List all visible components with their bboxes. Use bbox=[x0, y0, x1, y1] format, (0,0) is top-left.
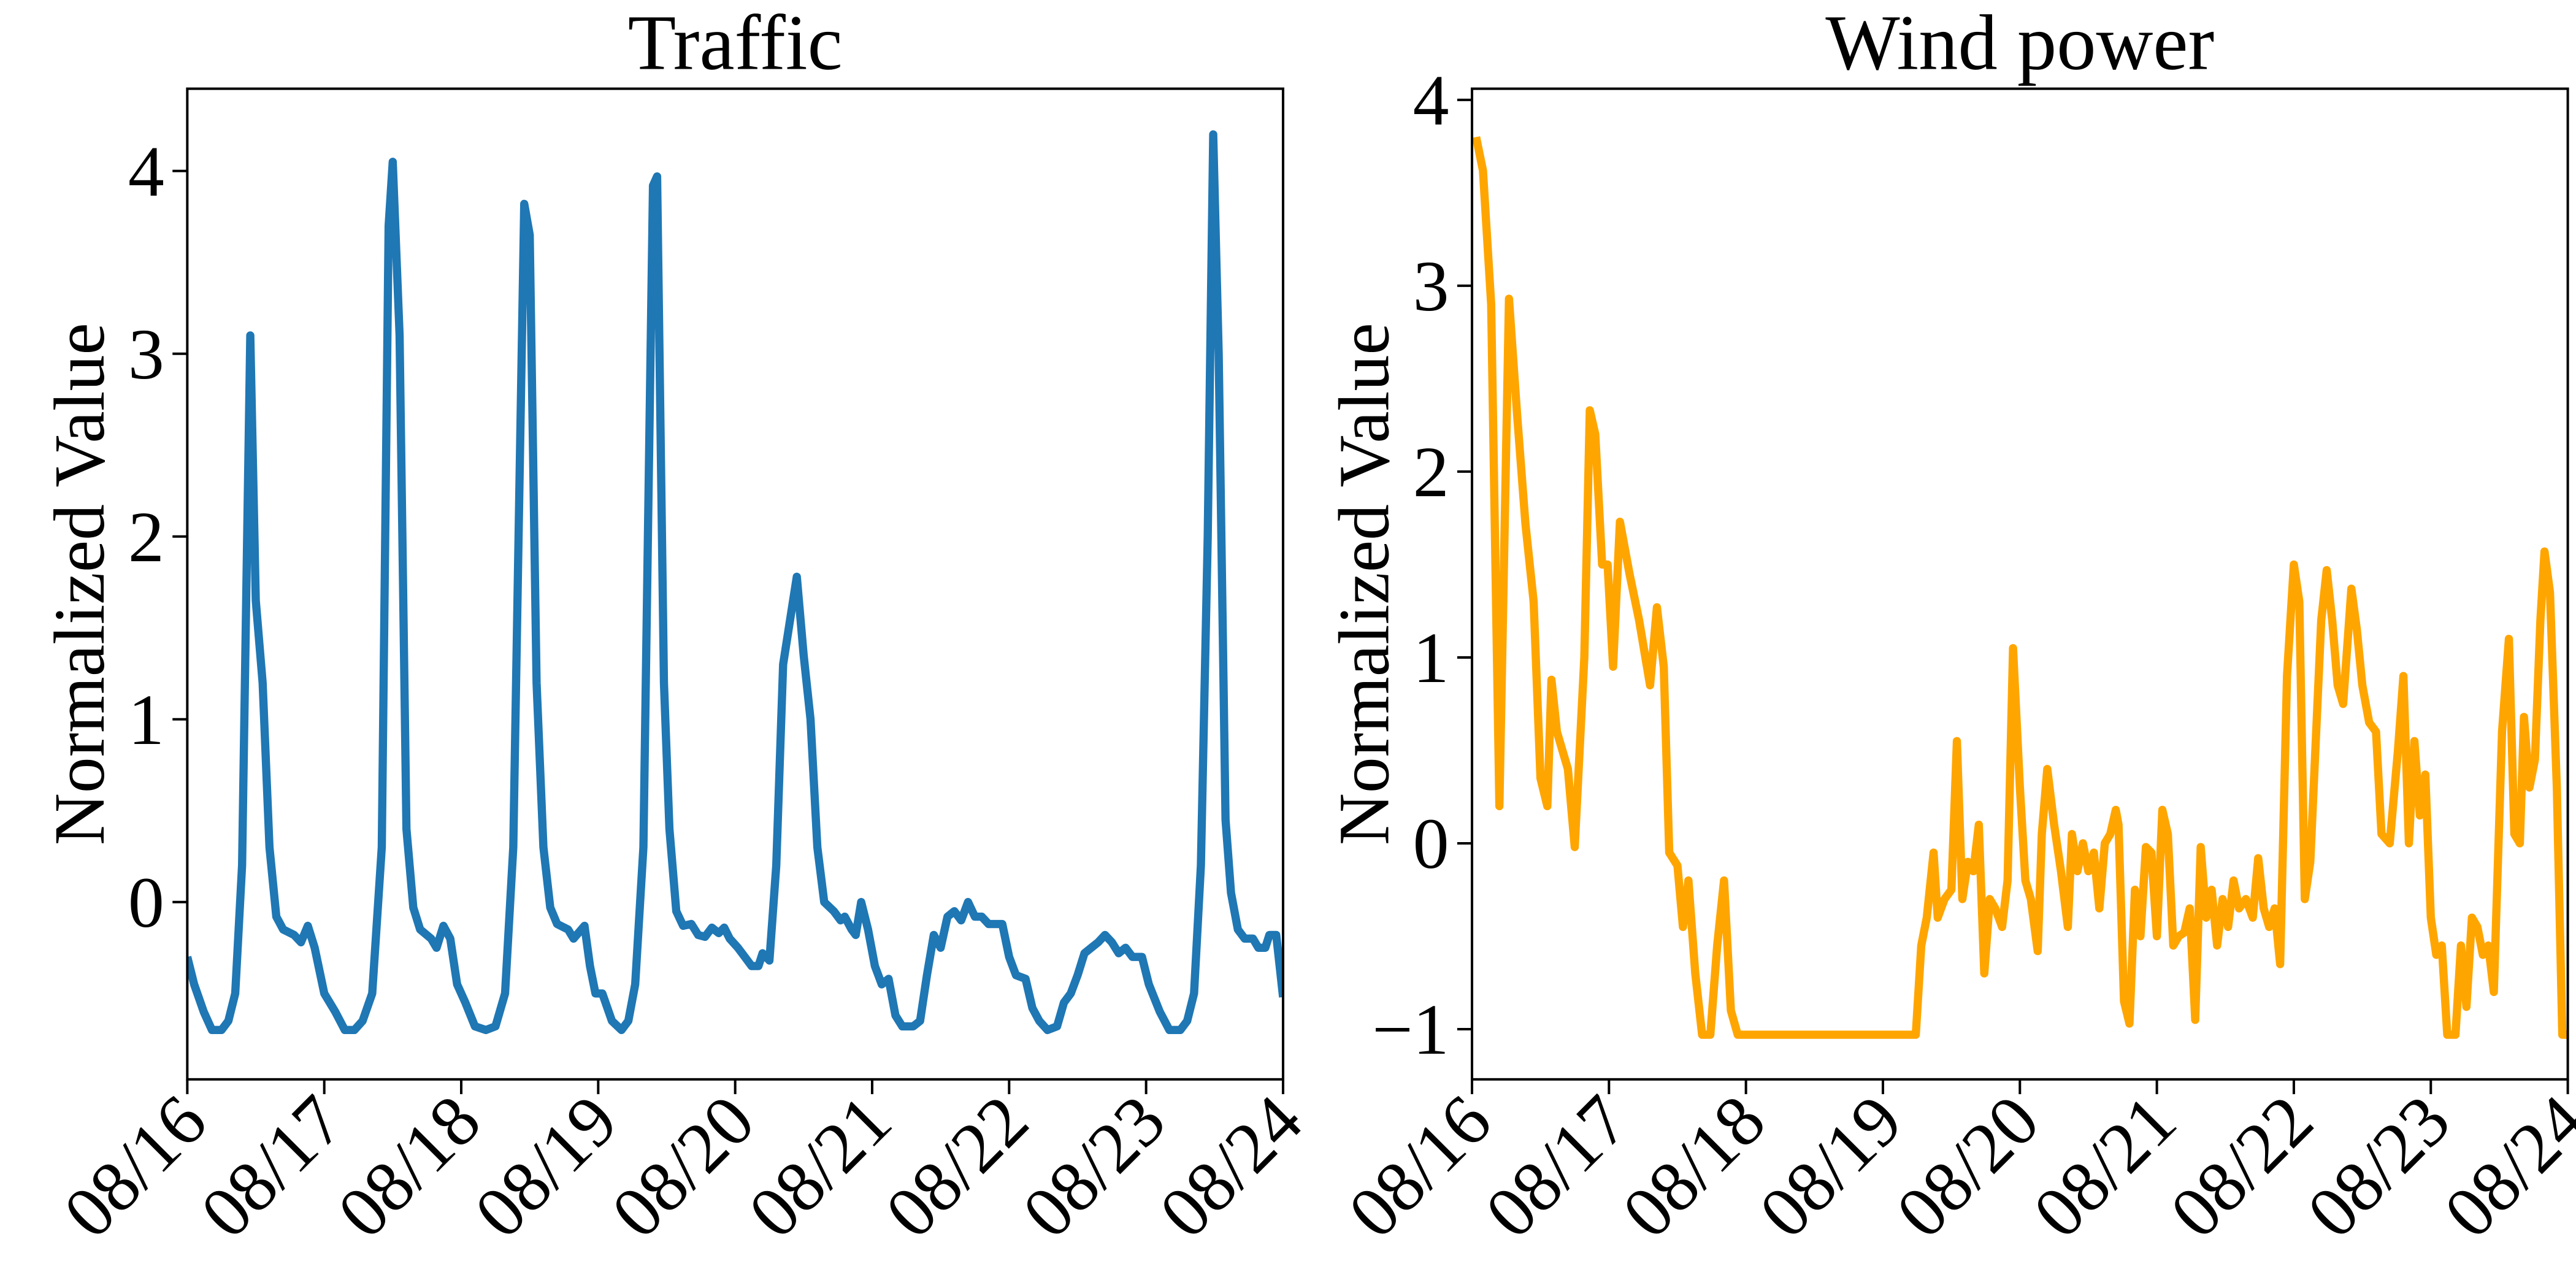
y-axis-label: Normalized Value bbox=[40, 323, 120, 845]
data-line bbox=[187, 130, 1283, 1035]
x-tick-label: 08/19 bbox=[1744, 1080, 1917, 1253]
y-tick-label: 3 bbox=[1413, 247, 1449, 326]
x-tick-label: 08/17 bbox=[1470, 1080, 1643, 1253]
y-tick-label: 1 bbox=[1413, 618, 1449, 698]
y-tick-label: 0 bbox=[128, 863, 164, 943]
y-tick-label: 2 bbox=[128, 497, 164, 577]
x-tick-label: 08/17 bbox=[186, 1080, 359, 1253]
x-tick-label: 08/19 bbox=[459, 1080, 632, 1253]
x-tick-label: 08/16 bbox=[49, 1080, 222, 1253]
x-tick-label: 08/22 bbox=[2155, 1080, 2328, 1253]
y-tick-label: 2 bbox=[1413, 432, 1449, 512]
data-line bbox=[1472, 136, 2568, 1039]
x-tick-label: 08/23 bbox=[1008, 1080, 1181, 1253]
y-axis-label: Normalized Value bbox=[1324, 323, 1404, 845]
x-tick-label: 08/24 bbox=[2429, 1080, 2576, 1253]
x-tick-label: 08/20 bbox=[1881, 1080, 2054, 1253]
plot-frame bbox=[186, 87, 1284, 1081]
x-tick-label: 08/23 bbox=[2292, 1080, 2465, 1253]
y-tick-label: 1 bbox=[128, 680, 164, 760]
y-tick-label: 0 bbox=[1413, 804, 1449, 884]
x-tick-label: 08/18 bbox=[1608, 1080, 1781, 1253]
y-tick-label: −1 bbox=[1372, 990, 1449, 1070]
x-tick-label: 08/16 bbox=[1333, 1080, 1506, 1253]
plot-frame bbox=[1470, 87, 2569, 1081]
y-tick-label: 4 bbox=[128, 132, 164, 212]
x-tick-label: 08/24 bbox=[1144, 1080, 1317, 1253]
x-tick-label: 08/22 bbox=[870, 1080, 1043, 1253]
x-tick-label: 08/18 bbox=[323, 1080, 496, 1253]
x-tick-label: 08/21 bbox=[734, 1080, 907, 1253]
panel-title: Wind power bbox=[1825, 0, 2214, 86]
y-tick-label: 3 bbox=[128, 315, 164, 394]
x-tick-label: 08/20 bbox=[597, 1080, 770, 1253]
y-tick-label: 4 bbox=[1413, 61, 1449, 140]
x-tick-label: 08/21 bbox=[2018, 1080, 2191, 1253]
panel-title: Traffic bbox=[628, 0, 843, 86]
